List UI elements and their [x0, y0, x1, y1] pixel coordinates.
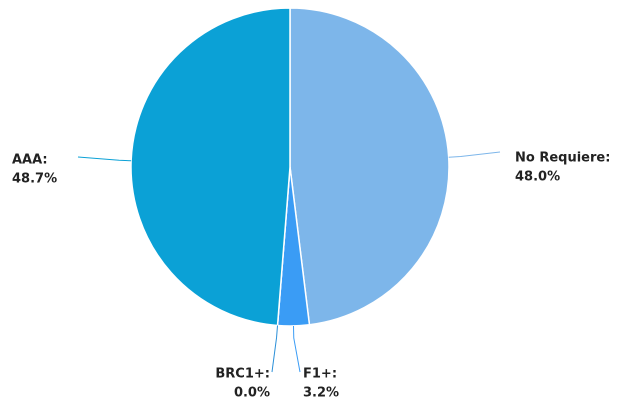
slice-label: F1+: — [303, 367, 337, 382]
slice-label: BRC1+: — [215, 367, 270, 382]
leader-line — [448, 151, 501, 158]
leader-line — [292, 325, 301, 373]
pie-slice — [130, 7, 291, 327]
pie-slice — [289, 7, 450, 326]
slice-value-label: 3.2% — [303, 386, 339, 401]
slice-value-label: 48.0% — [515, 170, 560, 185]
leader-line — [271, 325, 279, 373]
slice-value-label: 48.7% — [12, 172, 57, 187]
slice-label: No Requiere: — [515, 151, 610, 166]
slice-label: AAA: — [12, 153, 48, 168]
leader-line — [77, 156, 132, 162]
slice-value-label: 0.0% — [234, 386, 270, 401]
